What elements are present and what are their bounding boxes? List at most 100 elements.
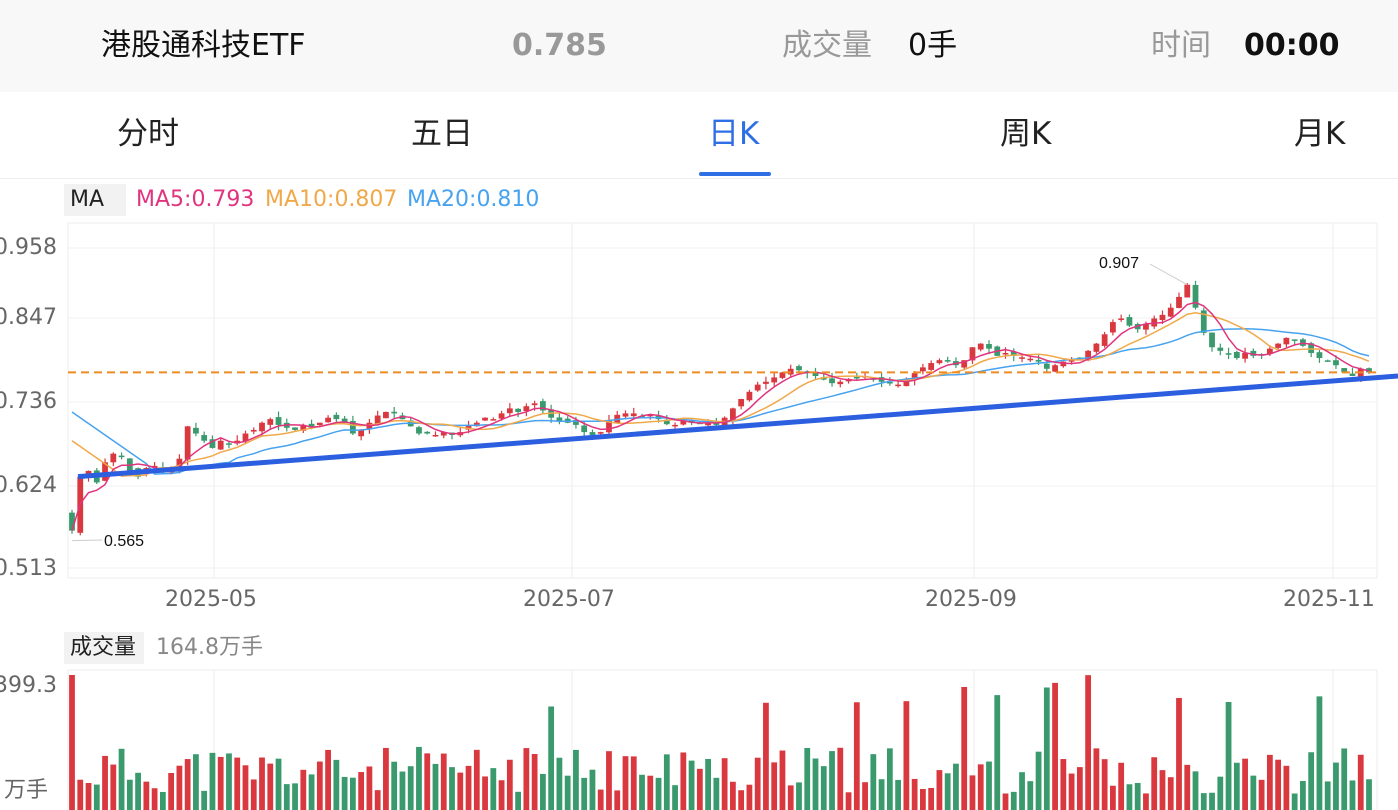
- volume-bar: [366, 766, 373, 810]
- candle-body: [622, 413, 629, 417]
- tab-weekly-k[interactable]: 周K: [1000, 116, 1052, 152]
- volume-bar: [490, 768, 497, 810]
- candle-body: [1068, 360, 1075, 362]
- candle-body: [928, 363, 935, 370]
- candle-body: [1200, 310, 1207, 333]
- volume-bar: [672, 785, 678, 810]
- tab-daily-k[interactable]: 日K: [708, 116, 760, 152]
- ma10-line: [71, 312, 1370, 477]
- candle-body: [308, 423, 315, 428]
- volume-bar: [1093, 748, 1100, 810]
- candle-body: [763, 381, 769, 384]
- price-tick: 0.736: [0, 389, 57, 414]
- candle-body: [482, 417, 488, 421]
- volume-indicator-selector[interactable]: 成交量: [64, 632, 144, 664]
- volume-bar: [1349, 780, 1356, 810]
- volume-bar: [556, 757, 563, 810]
- candle-body: [506, 408, 513, 414]
- volume-bar: [1085, 675, 1092, 810]
- volume-bar: [135, 772, 141, 810]
- candle-body: [1217, 347, 1224, 351]
- volume-bar: [465, 765, 472, 810]
- price-tick: 0.624: [0, 473, 57, 498]
- volume-bar: [812, 758, 819, 810]
- candle-body: [358, 429, 365, 437]
- volume-bar: [283, 784, 290, 810]
- volume-bar: [837, 747, 844, 810]
- volume-bar: [763, 702, 769, 810]
- candle-body: [217, 440, 224, 450]
- ma-indicator-selector[interactable]: MA: [64, 184, 126, 216]
- volume-bar: [754, 757, 761, 810]
- candle-body: [1266, 348, 1273, 355]
- candle-body: [184, 426, 191, 460]
- volume-bar: [944, 773, 951, 810]
- candle-body: [639, 416, 645, 418]
- volume-bar: [994, 695, 1001, 810]
- ma20-line: [71, 328, 1370, 475]
- candle-body: [374, 415, 381, 425]
- volume-bar: [349, 777, 356, 810]
- candle-body: [1010, 351, 1017, 356]
- candle-body: [267, 419, 274, 425]
- candle-body: [820, 377, 827, 380]
- candle-body: [1291, 339, 1298, 341]
- volume-bar: [1200, 793, 1207, 810]
- candle-body: [812, 372, 819, 376]
- candle-body: [1093, 343, 1100, 352]
- candle-body: [1019, 357, 1025, 359]
- candle-body: [1110, 322, 1116, 333]
- volume-bar: [93, 784, 100, 810]
- candle-body: [829, 378, 835, 384]
- tab-intraday[interactable]: 分时: [117, 116, 179, 152]
- candle-body: [440, 432, 447, 436]
- volume-bar: [787, 785, 794, 810]
- candle-body: [201, 435, 208, 441]
- volume-bar: [399, 771, 406, 810]
- candle-body: [1275, 343, 1282, 348]
- candle-body: [234, 440, 241, 444]
- candle-body: [193, 427, 199, 434]
- volume-bar: [663, 754, 670, 810]
- candle-body: [1209, 332, 1215, 348]
- volume-bar: [77, 779, 84, 810]
- volume-bar: [1324, 781, 1331, 810]
- volume-bar: [482, 776, 488, 810]
- candle-body: [1002, 352, 1009, 355]
- candle-body: [341, 418, 348, 423]
- candle-body: [1225, 353, 1232, 355]
- tab-monthly-k[interactable]: 月K: [1294, 116, 1346, 152]
- trendline: [77, 373, 1398, 480]
- volume-bar: [862, 782, 868, 810]
- candle-body: [1308, 343, 1315, 353]
- volume-bar: [713, 777, 720, 810]
- volume-bar: [168, 772, 175, 810]
- volume-bar: [1176, 697, 1182, 810]
- volume-label: 成交量: [782, 28, 872, 63]
- candle-body: [713, 423, 720, 425]
- volume-bar: [217, 756, 224, 810]
- candle-body: [886, 382, 893, 384]
- ma10-legend: MA10:0.807: [265, 187, 398, 212]
- volume-bar: [581, 777, 588, 810]
- volume-bar: [267, 763, 274, 810]
- volume-bar: [639, 774, 645, 810]
- volume-bar: [1184, 764, 1191, 810]
- volume-bar: [969, 775, 976, 810]
- volume-bar: [548, 706, 555, 810]
- tab-five-day[interactable]: 五日: [411, 116, 473, 152]
- candle-body: [779, 372, 786, 378]
- candle-body: [837, 381, 844, 385]
- candle-body: [961, 360, 968, 368]
- candle-body: [250, 429, 257, 432]
- candle-body: [606, 420, 612, 433]
- volume-bar: [498, 780, 505, 810]
- volume-bar: [771, 762, 778, 810]
- volume-bar: [1192, 771, 1199, 810]
- candle-body: [1167, 307, 1174, 317]
- candle-body: [151, 465, 158, 468]
- volume-bar: [1250, 775, 1257, 810]
- candle-body: [663, 419, 670, 425]
- candle-body: [531, 403, 538, 406]
